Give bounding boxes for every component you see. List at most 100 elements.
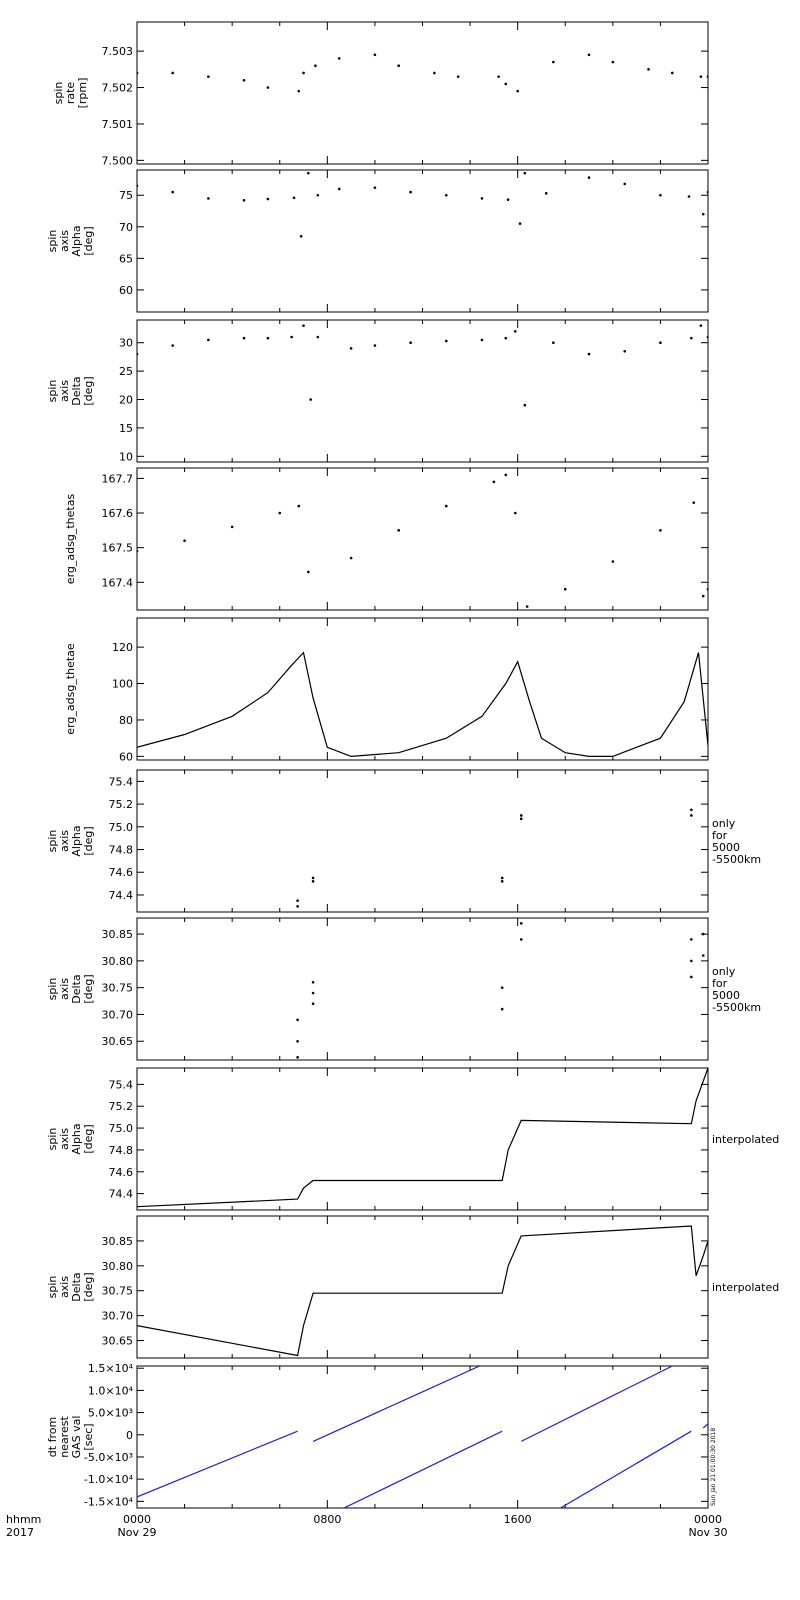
- y-axis-label: Delta: [70, 1272, 83, 1301]
- data-point: [311, 880, 315, 883]
- data-point: [504, 473, 508, 477]
- y-axis-label: axis: [58, 1128, 71, 1150]
- data-point: [519, 922, 523, 925]
- y-tick-label: 100: [112, 678, 133, 691]
- data-point: [456, 75, 460, 78]
- panel-4: 167.4 167.5 167.6 167.7 erg_adsg_thetas: [64, 467, 709, 611]
- data-point: [701, 594, 705, 598]
- y-axis-label: rate: [64, 82, 77, 105]
- y-tick-label: 74.8: [109, 1144, 134, 1157]
- y-tick-label: 74.4: [109, 889, 134, 902]
- y-tick-label: 80: [119, 714, 133, 727]
- y-tick-label: -5.0×10³: [84, 1451, 133, 1464]
- series-line: [312, 1366, 480, 1442]
- data-point: [525, 605, 529, 608]
- data-point: [311, 876, 315, 880]
- y-tick-label: 7.502: [102, 82, 134, 95]
- panel-data: [296, 922, 705, 1059]
- data-point: [266, 197, 270, 201]
- y-axis-label: Alpha: [70, 1123, 83, 1154]
- data-point: [171, 190, 174, 194]
- data-point: [518, 222, 522, 225]
- data-point: [296, 1039, 299, 1043]
- data-point: [171, 344, 174, 347]
- y-axis-label: nearest: [58, 1416, 71, 1458]
- data-point: [297, 504, 301, 508]
- data-point: [316, 193, 320, 197]
- data-point: [506, 198, 510, 201]
- data-point: [409, 341, 412, 345]
- data-point: [183, 539, 186, 543]
- data-point: [692, 501, 696, 504]
- panel-3: 10 15 20 25 30 spin axis Delta [deg]: [46, 319, 709, 463]
- data-point: [699, 324, 703, 327]
- data-point: [690, 336, 693, 340]
- data-point: [296, 1018, 299, 1022]
- y-axis-label: spin: [46, 380, 59, 403]
- y-tick-label: 75.0: [109, 821, 134, 834]
- y-tick-label: 30.85: [102, 928, 134, 941]
- data-point: [480, 197, 484, 200]
- data-point: [500, 880, 504, 883]
- data-point: [299, 234, 303, 238]
- timestamp-stamp: Sun Jan 21 01:00:30 2018: [710, 1428, 717, 1506]
- data-point: [659, 529, 662, 532]
- data-point: [302, 324, 305, 327]
- data-point: [659, 193, 662, 197]
- data-point: [706, 335, 708, 339]
- panel-data: [137, 1225, 708, 1357]
- y-tick-label: 30.75: [102, 1285, 134, 1298]
- y-tick-label: 30.65: [102, 1035, 134, 1048]
- series-line: [560, 1430, 692, 1508]
- data-point: [242, 78, 246, 82]
- y-tick-label: 20: [119, 394, 133, 407]
- data-point: [687, 195, 691, 198]
- panel-2: 60 65 70 75 spin axis Alpha [deg]: [46, 169, 709, 313]
- y-tick-label: 0: [126, 1429, 133, 1442]
- data-point: [292, 196, 296, 200]
- y-axis-label: axis: [58, 978, 71, 1000]
- panel-frame: [136, 917, 709, 1061]
- data-point: [444, 504, 448, 508]
- panel-side-note: interpolated: [712, 1133, 779, 1146]
- y-tick-label: 15: [119, 422, 133, 435]
- y-tick-label: 60: [119, 750, 133, 763]
- panel-side-note: -5500km: [712, 853, 761, 866]
- panel-frame: [136, 1365, 709, 1509]
- data-point: [519, 817, 523, 821]
- panel-9: 30.65 30.70 30.75 30.80 30.85 spin axis Delta [d…: [46, 1215, 779, 1359]
- y-axis-label: Alpha: [70, 225, 83, 256]
- data-point: [137, 549, 139, 553]
- y-axis-label: [deg]: [82, 226, 95, 255]
- data-point: [523, 171, 527, 175]
- panel-5: 60 80 100 120 erg_adsg_thetae: [64, 617, 709, 763]
- data-point: [137, 71, 139, 75]
- data-point: [690, 975, 693, 979]
- data-point: [690, 959, 693, 963]
- data-point: [316, 335, 320, 339]
- data-point: [296, 899, 299, 902]
- y-axis-label: [deg]: [82, 1124, 95, 1153]
- y-axis-label: axis: [58, 830, 71, 852]
- y-tick-label: 7.501: [102, 118, 134, 131]
- data-point: [171, 71, 174, 75]
- data-point: [492, 480, 496, 484]
- panel-data: [137, 651, 708, 758]
- data-point: [278, 511, 282, 515]
- panel-side-note: only: [712, 817, 736, 830]
- series-line: [137, 1225, 708, 1357]
- panel-frame: [136, 1215, 709, 1359]
- data-point: [373, 186, 377, 189]
- y-tick-label: 120: [112, 641, 133, 654]
- y-tick-label: 70: [119, 221, 133, 234]
- data-point: [690, 808, 693, 812]
- y-tick-label: 30.85: [102, 1235, 134, 1248]
- data-point: [230, 525, 234, 529]
- y-axis-label: [rpm]: [76, 78, 89, 109]
- panel-data: [137, 473, 708, 608]
- data-point: [349, 347, 353, 350]
- y-tick-label: 75.4: [109, 1078, 134, 1091]
- y-tick-label: 75.2: [109, 1100, 134, 1113]
- y-axis-label: [deg]: [82, 826, 95, 855]
- y-axis-label: Delta: [70, 974, 83, 1003]
